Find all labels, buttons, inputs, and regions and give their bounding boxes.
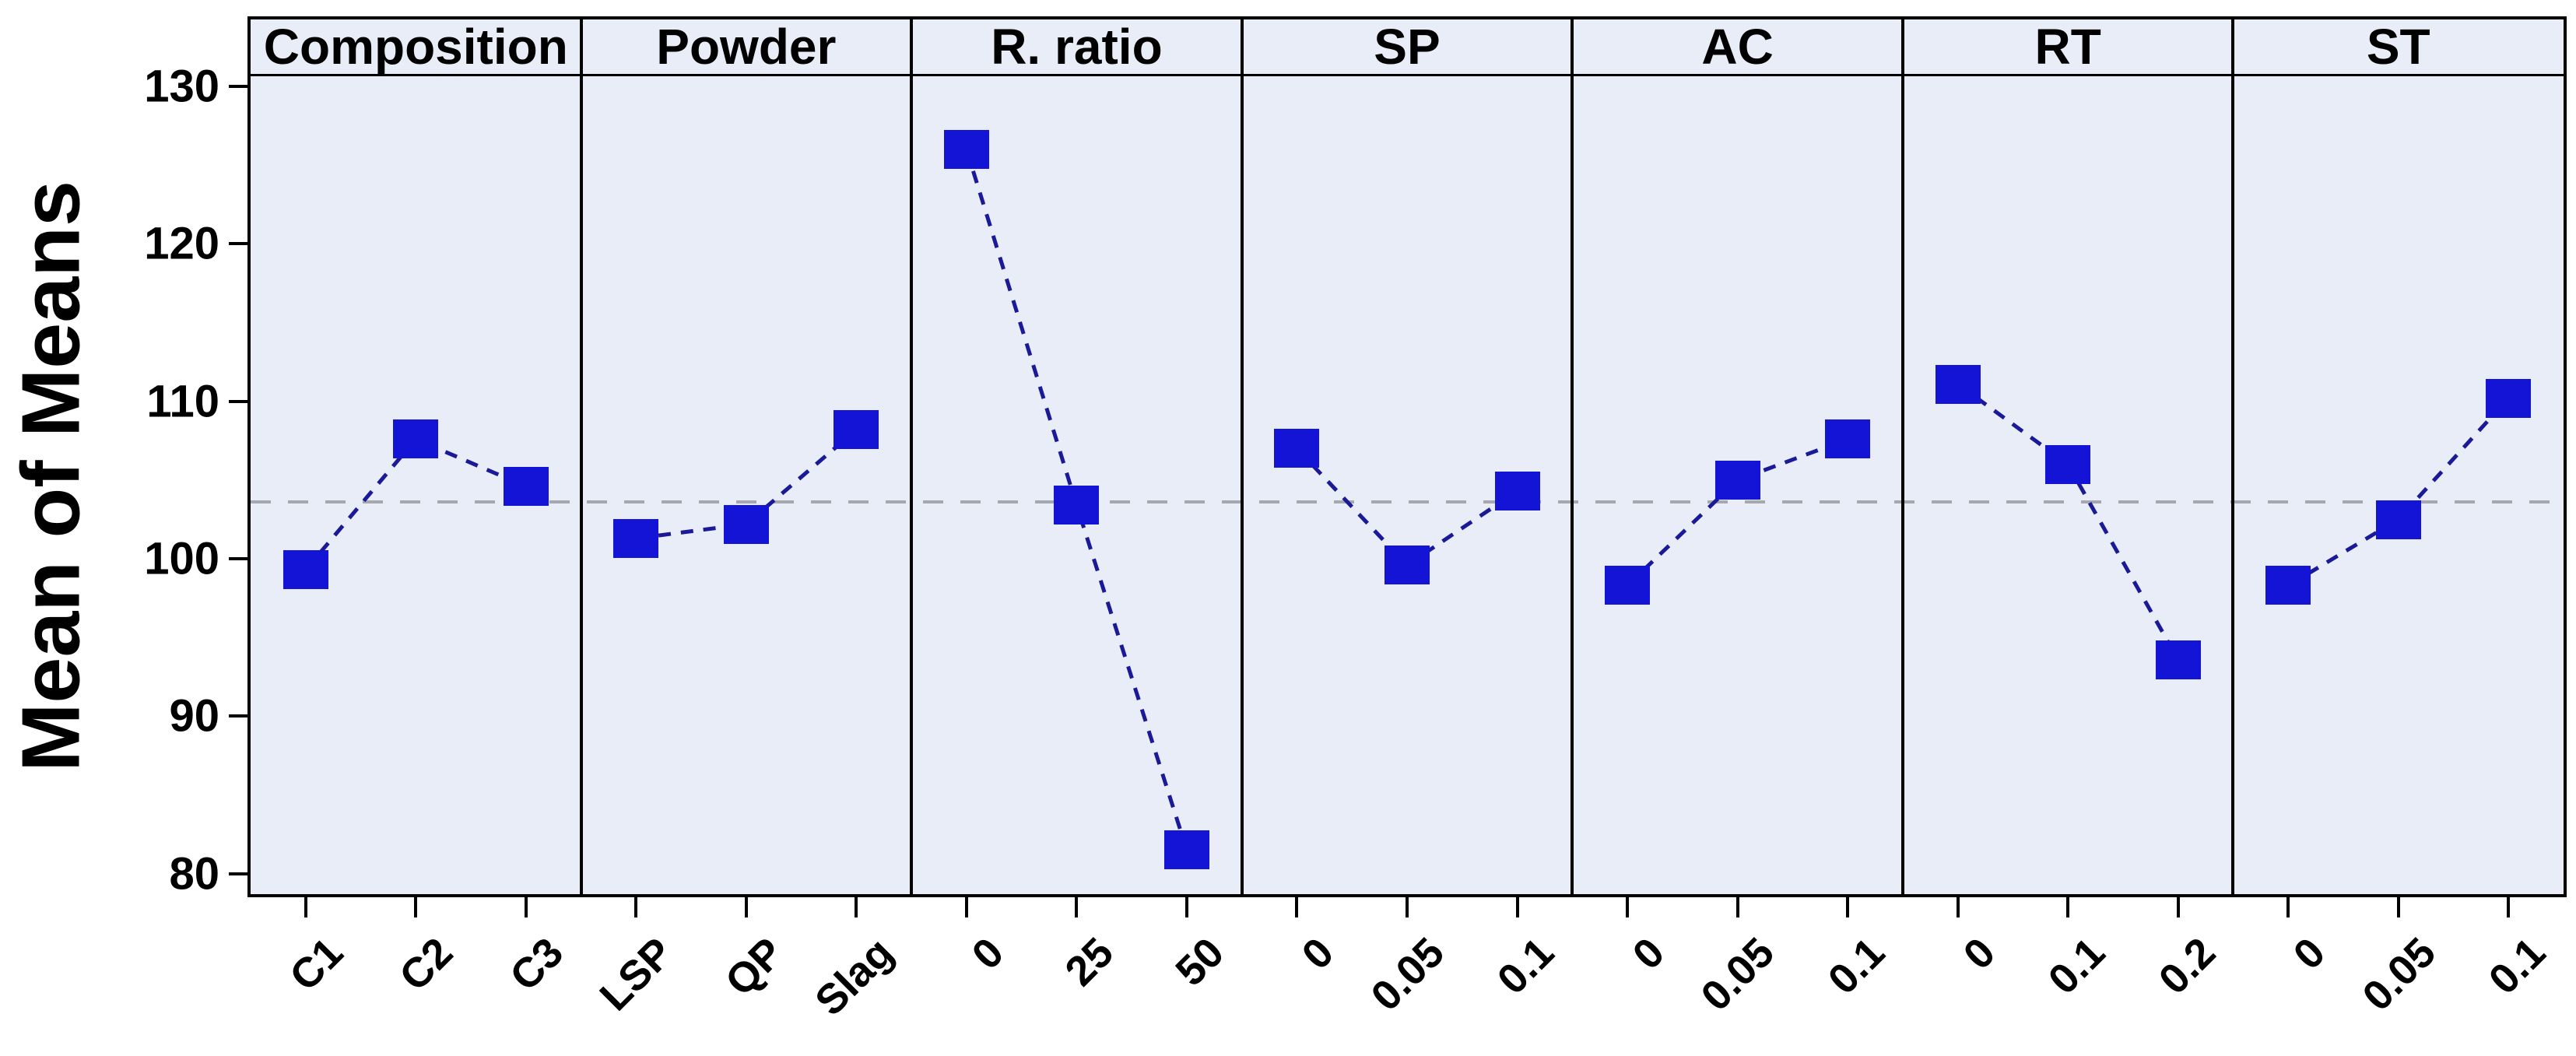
data-point-marker	[1825, 419, 1871, 459]
x-axis-tick-label: 0	[963, 928, 1013, 979]
x-axis-tick	[855, 894, 858, 917]
data-point-marker	[2155, 640, 2201, 679]
x-axis-tick-label: 0.1	[2479, 928, 2555, 1004]
data-point-marker	[834, 410, 879, 450]
y-axis-tick	[229, 714, 251, 718]
x-axis-tick	[524, 894, 528, 917]
x-axis-tick-label: 0	[1954, 928, 2004, 979]
x-axis-tick	[1295, 894, 1299, 917]
x-axis-tick-label: C1	[280, 928, 352, 1000]
data-point-marker	[393, 419, 439, 459]
data-point-marker	[1274, 429, 1320, 468]
x-axis-tick	[744, 894, 748, 917]
x-axis-tick	[1406, 894, 1409, 917]
panel-header-ac: AC	[1701, 19, 1774, 75]
x-axis-tick-label: 50	[1167, 928, 1234, 995]
plot-border	[247, 16, 2567, 897]
x-axis-tick-label: 0.1	[1489, 928, 1563, 1004]
x-axis-tick	[2066, 894, 2070, 917]
x-axis-tick-label: C3	[500, 928, 572, 1000]
x-axis-tick	[304, 894, 307, 917]
y-axis-tick	[229, 399, 251, 403]
x-axis-tick	[1626, 894, 1630, 917]
panel-header-powder: Powder	[656, 19, 837, 75]
x-axis-tick	[634, 894, 638, 917]
panel-header-sp: SP	[1374, 19, 1441, 75]
y-axis-tick	[229, 85, 251, 89]
x-axis-tick	[2176, 894, 2180, 917]
data-point-marker	[2486, 378, 2532, 418]
panel-separator	[2231, 19, 2235, 894]
x-axis-tick-label: 0.2	[2150, 928, 2224, 1004]
panel-separator	[1240, 19, 1244, 894]
data-point-marker	[1385, 546, 1430, 585]
x-axis-tick-label: 0	[1623, 928, 1674, 979]
x-axis-tick-label: Slag	[806, 928, 903, 1025]
panel-separator	[1571, 19, 1574, 894]
panel-header-st: ST	[2366, 19, 2430, 75]
x-axis-tick	[2396, 894, 2400, 917]
x-axis-tick-label: 0.05	[1362, 928, 1454, 1020]
x-axis-tick-label: 0.05	[1692, 928, 1784, 1020]
y-axis-tick	[229, 872, 251, 875]
x-axis-tick	[2507, 894, 2511, 917]
y-axis-tick	[229, 557, 251, 561]
x-axis-tick	[1735, 894, 1739, 917]
x-axis-tick-label: 0.1	[2039, 928, 2114, 1004]
x-axis-tick	[1075, 894, 1079, 917]
y-axis-tick-label: 110	[146, 376, 219, 427]
data-point-marker	[1054, 486, 1100, 525]
panel-header-divider-line	[251, 74, 2564, 76]
data-point-marker	[1605, 566, 1651, 605]
data-point-marker	[1494, 472, 1540, 511]
data-point-marker	[2045, 444, 2091, 484]
x-axis-tick-label: LSP	[591, 928, 683, 1020]
data-point-marker	[283, 550, 328, 590]
data-point-marker	[1163, 830, 1209, 870]
data-point-marker	[2265, 566, 2311, 605]
y-axis-tick-label: 80	[169, 848, 219, 900]
x-axis-tick-label: 0	[2284, 928, 2335, 979]
x-axis-tick-label: QP	[716, 928, 792, 1005]
panel-header-r-ratio: R. ratio	[991, 19, 1163, 75]
panel-separator	[1900, 19, 1904, 894]
y-axis-tick-label: 130	[144, 61, 219, 112]
data-point-marker	[613, 518, 659, 558]
data-point-marker	[1714, 460, 1760, 500]
data-point-marker	[503, 467, 549, 507]
data-point-marker	[1935, 364, 1981, 404]
x-axis-tick-label: 0.05	[2353, 928, 2444, 1020]
data-point-marker	[2375, 500, 2421, 539]
x-axis-tick	[1184, 894, 1188, 917]
panel-header-composition: Composition	[263, 19, 568, 75]
panel-separator	[579, 19, 583, 894]
x-axis-tick-label: 0	[1293, 928, 1343, 979]
y-axis-tick	[229, 242, 251, 246]
x-axis-tick-label: 0.1	[1819, 928, 1894, 1004]
x-axis-tick	[1515, 894, 1519, 917]
y-axis-tick-label: 90	[169, 690, 219, 742]
x-axis-tick-label: 25	[1056, 928, 1123, 995]
x-axis-tick	[964, 894, 968, 917]
panel-header-rt: RT	[2034, 19, 2101, 75]
data-point-marker	[943, 130, 989, 170]
x-axis-tick-label: C2	[391, 928, 462, 1000]
x-axis-tick	[414, 894, 418, 917]
y-axis-tick-label: 100	[144, 533, 219, 584]
x-axis-tick	[2286, 894, 2290, 917]
x-axis-tick	[1956, 894, 1960, 917]
data-point-marker	[723, 504, 769, 544]
x-axis-tick	[1846, 894, 1850, 917]
y-axis-tick-label: 120	[144, 218, 219, 269]
panel-separator	[910, 19, 914, 894]
